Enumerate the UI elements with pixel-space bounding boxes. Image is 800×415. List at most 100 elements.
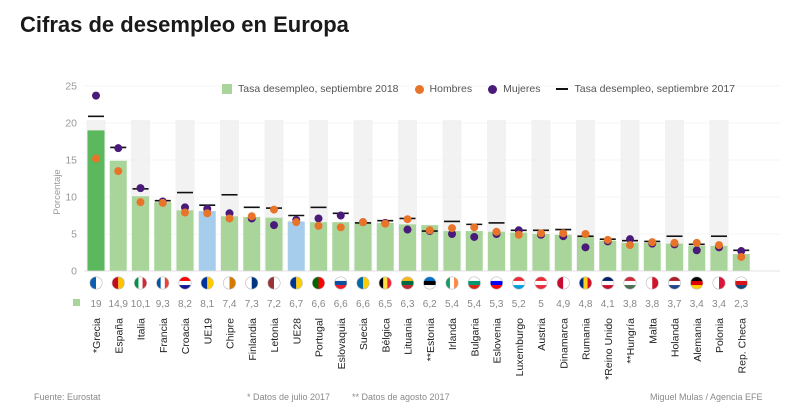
footer-source: Fuente: Eurostat bbox=[34, 392, 101, 402]
bar-chipre bbox=[221, 216, 238, 271]
dot-hombres-alemania bbox=[692, 238, 701, 247]
value-label-malta: 3,8 bbox=[645, 299, 659, 310]
value-row-swatch bbox=[73, 299, 80, 306]
legend-label-hombres: Hombres bbox=[429, 83, 473, 95]
category-label-grecia: *Grecia bbox=[91, 318, 103, 353]
chart-title: Cifras de desempleo en Europa bbox=[20, 12, 349, 37]
bar-finlandia bbox=[243, 216, 261, 271]
value-label-polonia: 3,4 bbox=[712, 299, 726, 310]
dot-mujeres-rumania bbox=[581, 243, 590, 252]
dot-hombres-croacia bbox=[181, 208, 189, 217]
flag-si-icon bbox=[490, 276, 503, 290]
bar-hungría bbox=[621, 242, 639, 271]
bar-rumania bbox=[577, 235, 594, 271]
dot-mujeres-portugal bbox=[314, 214, 323, 223]
dot-mujeres-italia bbox=[136, 184, 145, 193]
flag-be-icon bbox=[379, 276, 392, 290]
column-band bbox=[576, 120, 595, 271]
dot-hombres-grecia bbox=[92, 154, 100, 163]
flag-fi-icon bbox=[245, 276, 258, 290]
category-label-croacia: Croacia bbox=[180, 318, 192, 354]
dot-hombres-rumania bbox=[581, 230, 590, 238]
value-label-bulgaria: 5,4 bbox=[467, 299, 481, 310]
bar-italia bbox=[132, 196, 149, 271]
category-label-eslovenia: Eslovenia bbox=[492, 318, 504, 364]
bar-eslovenia bbox=[488, 231, 505, 271]
value-label-dinamarca: 4,9 bbox=[556, 299, 570, 310]
category-label-alemania: Alemania bbox=[692, 318, 704, 362]
category-label-estonia: **Estonia bbox=[425, 318, 437, 361]
bar-estonia bbox=[421, 225, 439, 271]
dot-hombres-italia bbox=[136, 198, 145, 207]
bar-croacia bbox=[176, 210, 194, 271]
flag-gr-icon bbox=[89, 276, 103, 290]
category-label-austria: Austria bbox=[536, 318, 548, 351]
dot-mujeres-rep-checa bbox=[737, 247, 746, 256]
dot-mujeres-alemania bbox=[692, 246, 701, 255]
bar-rep-checa bbox=[732, 253, 750, 271]
column-band bbox=[620, 120, 640, 271]
dot-hombres-ue19 bbox=[203, 209, 212, 218]
legend-item-2018: Tasa desempleo, septiembre 2018 bbox=[222, 83, 399, 95]
flag-gb-icon bbox=[601, 276, 614, 290]
bar-bélgica bbox=[376, 222, 394, 271]
flag-ie-icon bbox=[445, 276, 459, 290]
bar-eslovaquia bbox=[332, 222, 350, 271]
bar-bulgaria bbox=[465, 231, 483, 271]
bar-lituania bbox=[399, 224, 416, 271]
value-label-italia: 10,1 bbox=[131, 299, 151, 310]
bar-suecia bbox=[354, 222, 372, 271]
dot-hombres-bélgica bbox=[381, 219, 390, 228]
value-label-austria: 5 bbox=[538, 299, 544, 310]
category-label-luxemburgo: Luxemburgo bbox=[514, 318, 526, 377]
y-tick-label: 25 bbox=[65, 81, 77, 93]
value-label-bélgica: 6,5 bbox=[378, 299, 392, 310]
legend-item-mujeres: Mujeres bbox=[488, 83, 540, 95]
legend-label-mujeres: Mujeres bbox=[503, 83, 541, 95]
category-label-finlandia: Finlandia bbox=[247, 318, 259, 361]
dot-hombres-reino-unido bbox=[603, 235, 612, 244]
footer-credit: Miguel Mulas / Agencia EFE bbox=[650, 392, 763, 402]
value-label-rumania: 4,8 bbox=[579, 299, 593, 310]
bar-grecia bbox=[87, 130, 105, 271]
bar-letonia bbox=[265, 217, 283, 271]
legend-swatch-bar bbox=[222, 84, 232, 94]
flag-de-icon bbox=[690, 276, 703, 290]
value-label-holanda: 3,7 bbox=[668, 299, 682, 310]
dot-hombres-chipre bbox=[225, 214, 234, 223]
category-label-suecia: Suecia bbox=[358, 318, 370, 350]
category-label-bélgica: Bélgica bbox=[380, 318, 392, 353]
bar-alemania bbox=[688, 245, 706, 271]
dot-hombres-portugal bbox=[314, 221, 323, 230]
dot-hombres-irlanda bbox=[448, 224, 456, 233]
value-label-estonia: 6,2 bbox=[423, 299, 437, 310]
flag-nl-icon bbox=[668, 276, 681, 290]
flag-hr-icon bbox=[178, 276, 192, 290]
category-label-españa: España bbox=[113, 318, 125, 354]
dot-mujeres-letonia bbox=[270, 221, 278, 230]
flag-ro-icon bbox=[579, 276, 592, 290]
flag-mt-icon bbox=[646, 276, 659, 290]
value-label-eslovaquia: 6,6 bbox=[334, 299, 348, 310]
category-label-italia: Italia bbox=[136, 318, 148, 340]
legend-swatch-prev bbox=[556, 88, 569, 90]
dot-mujeres-eslovaquia bbox=[336, 211, 345, 220]
category-label-francia: Francia bbox=[158, 318, 170, 353]
flag-lt-icon bbox=[401, 276, 414, 290]
bar-irlanda bbox=[443, 231, 461, 271]
dot-mujeres-lituania bbox=[403, 225, 412, 234]
y-tick-label: 10 bbox=[65, 192, 77, 204]
bar-ue28 bbox=[287, 221, 305, 271]
bar-españa bbox=[109, 160, 127, 271]
value-label-suecia: 6,6 bbox=[356, 299, 370, 310]
flag-bg-icon bbox=[468, 276, 481, 290]
dot-hombres-francia bbox=[158, 198, 167, 207]
flag-hu-icon bbox=[623, 276, 637, 290]
chart-legend: Tasa desempleo, septiembre 2018 Hombres … bbox=[222, 80, 735, 98]
y-axis-label: Porcentaje bbox=[52, 169, 63, 214]
value-label-rep-checa: 2,3 bbox=[734, 299, 748, 310]
category-label-rumania: Rumania bbox=[581, 318, 593, 360]
flag-lv-icon bbox=[267, 276, 281, 290]
dot-hombres-luxemburgo bbox=[514, 230, 523, 239]
